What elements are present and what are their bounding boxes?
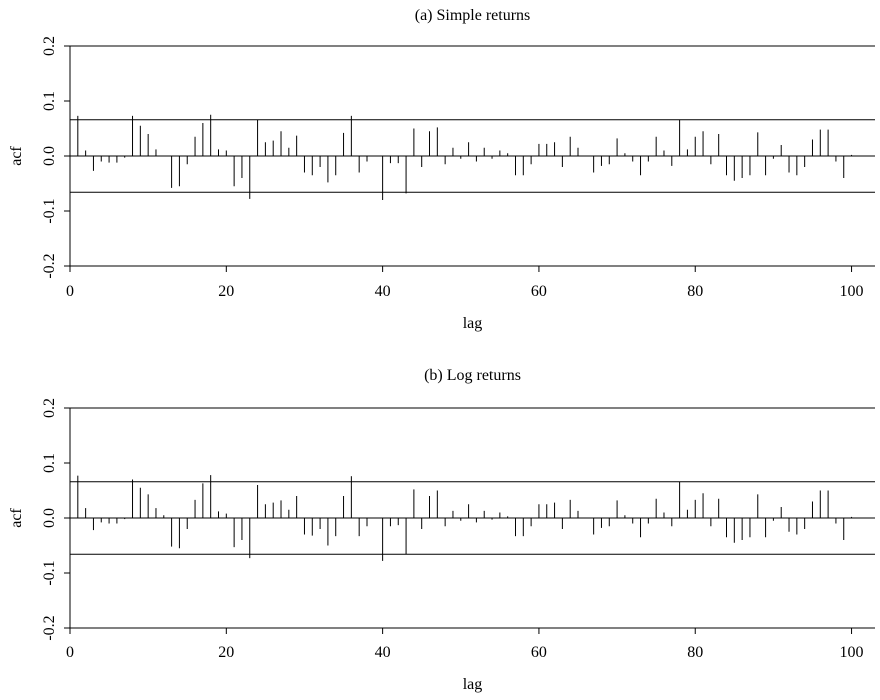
x-axis-label: lag (463, 676, 483, 693)
x-tick-label: 60 (531, 644, 547, 661)
x-tick-label: 20 (218, 644, 234, 661)
y-tick-label: -0.2 (41, 615, 58, 640)
x-tick-label: 20 (218, 283, 234, 300)
y-axis-label: acf (8, 146, 25, 166)
x-tick-label: 40 (375, 283, 391, 300)
x-tick-label: 80 (687, 283, 703, 300)
x-tick-label: 60 (531, 283, 547, 300)
y-tick-label: 0.2 (41, 36, 58, 56)
y-tick-label: -0.2 (41, 253, 58, 278)
y-tick-label: -0.1 (41, 198, 58, 223)
x-tick-label: 100 (840, 644, 864, 661)
y-tick-label: 0.1 (41, 91, 58, 111)
x-axis-label: lag (463, 315, 483, 332)
chart-title: (a) Simple returns (415, 7, 531, 24)
x-tick-label: 0 (66, 283, 74, 300)
y-tick-label: 0.0 (41, 508, 58, 528)
y-tick-label: 0.1 (41, 453, 58, 473)
x-tick-label: 40 (375, 644, 391, 661)
chart-title: (b) Log returns (424, 367, 521, 384)
y-tick-label: 0.2 (41, 398, 58, 418)
x-tick-label: 0 (66, 644, 74, 661)
y-tick-label: 0.0 (41, 146, 58, 166)
x-tick-label: 100 (840, 283, 864, 300)
y-tick-label: -0.1 (41, 560, 58, 585)
x-tick-label: 80 (687, 644, 703, 661)
y-axis-label: acf (8, 508, 25, 528)
